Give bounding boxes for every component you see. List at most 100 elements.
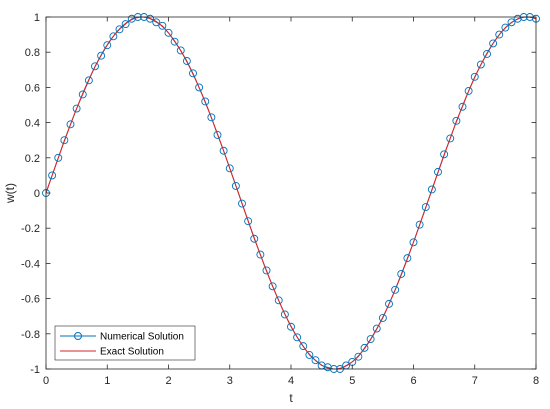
numerical-solution-marker xyxy=(268,282,277,291)
numerical-solution-marker xyxy=(195,83,204,92)
numerical-solution-marker xyxy=(225,164,234,173)
legend-exact-label: Exact Solution xyxy=(100,347,164,358)
x-tick-label: 8 xyxy=(533,375,539,387)
x-tick-label: 1 xyxy=(104,375,110,387)
numerical-solution-marker xyxy=(299,342,308,351)
x-tick-label: 2 xyxy=(165,375,171,387)
numerical-solution-marker xyxy=(84,76,93,85)
legend-numerical-label: Numerical Solution xyxy=(100,332,184,343)
numerical-solution-marker xyxy=(458,102,467,111)
y-tick-label: 0.4 xyxy=(25,118,40,130)
numerical-solution-marker xyxy=(360,343,369,352)
numerical-solution-marker xyxy=(446,134,455,143)
numerical-solution-marker xyxy=(244,217,253,226)
numerical-solution-marker xyxy=(231,182,240,190)
legend: Numerical Solution Exact Solution xyxy=(54,325,196,361)
y-axis-title: w(t) xyxy=(3,183,17,204)
numerical-solution-marker xyxy=(280,310,289,319)
numerical-solution-marker xyxy=(189,69,197,78)
numerical-solution-marker xyxy=(507,18,516,27)
numerical-solution-marker xyxy=(391,285,400,294)
numerical-solution-marker xyxy=(256,250,265,259)
numerical-solution-marker xyxy=(250,234,259,243)
numerical-solution-marker xyxy=(366,335,375,344)
numerical-solution-marker xyxy=(121,20,130,28)
numerical-solution-marker xyxy=(170,37,179,46)
numerical-solution-marker xyxy=(182,57,191,65)
numerical-solution-marker xyxy=(378,314,387,322)
exact-solution-line xyxy=(45,16,537,370)
numerical-solution-marker xyxy=(293,333,302,342)
legend-numerical-marker xyxy=(74,332,82,340)
numerical-solution-marker xyxy=(427,185,436,194)
x-axis-title: t xyxy=(289,391,293,405)
numerical-solution-marker xyxy=(207,113,216,122)
numerical-solution-marker xyxy=(476,60,485,69)
numerical-solution-marker xyxy=(495,30,504,39)
numerical-solution-marker xyxy=(48,171,57,180)
numerical-solution-marker xyxy=(403,254,412,263)
numerical-solution-marker xyxy=(489,39,498,48)
numerical-solution-marker xyxy=(440,150,449,159)
y-tick-label: 0 xyxy=(34,188,40,200)
y-tick-label: 0.2 xyxy=(25,153,40,165)
x-tick-label: 3 xyxy=(227,375,233,387)
numerical-solution-marker xyxy=(274,296,283,305)
numerical-solution-marker xyxy=(164,28,173,37)
y-tick-label: 1 xyxy=(34,12,40,24)
numerical-solution-marker xyxy=(513,14,522,23)
numerical-solution-marker xyxy=(434,167,442,176)
numerical-solution-marker xyxy=(152,18,161,27)
x-tick-label: 5 xyxy=(349,375,355,387)
numerical-solution-marker xyxy=(262,266,271,275)
numerical-solution-marker xyxy=(54,153,63,162)
numerical-solution-marker xyxy=(287,322,295,331)
numerical-solution-marker xyxy=(213,130,222,139)
y-tick-label: -1 xyxy=(30,364,40,376)
numerical-solution-marker xyxy=(501,23,510,32)
numerical-solution-marker xyxy=(127,14,136,23)
numerical-solution-marker xyxy=(60,136,69,145)
numerical-solution-marker xyxy=(415,220,424,229)
numerical-solution-marker xyxy=(305,350,314,359)
numerical-solution-marker xyxy=(452,116,461,125)
numerical-solution-marker xyxy=(176,46,185,55)
numerical-solution-marker xyxy=(72,104,81,113)
ticks-layer: 0 1 2 3 4 5 6 7 8 -1 -0.8 -0.6 -0.4 -0.2 0 0.2 0.4 0.6 0.8… xyxy=(21,12,539,387)
numerical-solution-marker xyxy=(97,51,106,60)
numerical-solution-marker xyxy=(238,199,246,208)
numerical-solution-marker xyxy=(91,62,99,71)
numerical-solution-marker xyxy=(483,50,491,58)
x-tick-label: 4 xyxy=(288,375,294,387)
numerical-solution-marker xyxy=(385,299,393,308)
numerical-solution-marker xyxy=(66,120,75,129)
numerical-solution-marker xyxy=(109,32,118,41)
numerical-solution-marker xyxy=(372,324,381,333)
numerical-solution-marker xyxy=(311,356,320,365)
numerical-solution-marker xyxy=(201,97,210,106)
legend-box xyxy=(54,325,196,361)
numerical-solution-marker xyxy=(397,270,406,278)
numerical-solution-marker xyxy=(409,238,418,247)
numerical-solution-marker xyxy=(219,146,228,155)
numerical-solution-marker xyxy=(470,72,479,81)
y-tick-label: -0.6 xyxy=(21,294,40,306)
y-tick-label: -0.8 xyxy=(21,329,40,341)
x-tick-label: 7 xyxy=(472,375,478,387)
numerical-solution-marker xyxy=(78,90,87,99)
numerical-solution-marker xyxy=(464,86,473,95)
numerical-solution-marker xyxy=(323,363,332,372)
numerical-solution-marker xyxy=(115,25,124,34)
numerical-solution-marker xyxy=(421,203,430,212)
y-tick-label: 0.6 xyxy=(25,82,40,94)
numerical-solution-marker xyxy=(103,41,112,50)
numerical-solution-marker xyxy=(354,352,363,361)
data-layer xyxy=(42,13,540,373)
x-tick-label: 0 xyxy=(43,375,49,387)
y-tick-label: -0.2 xyxy=(21,223,40,235)
plot-area xyxy=(46,17,536,369)
y-tick-label: -0.4 xyxy=(21,258,40,270)
y-tick-label: 0.8 xyxy=(25,47,40,59)
numerical-solution-marker xyxy=(146,14,155,23)
